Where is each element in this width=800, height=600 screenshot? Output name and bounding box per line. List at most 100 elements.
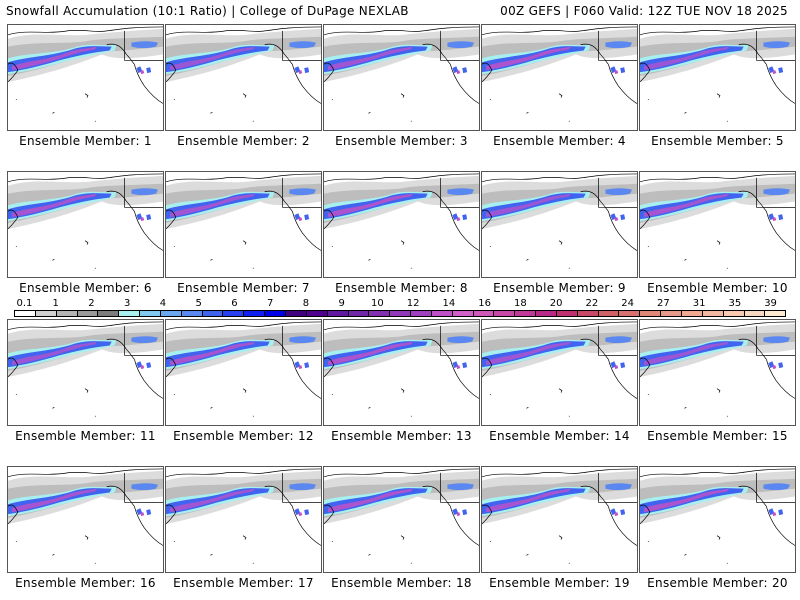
colorbar-tick-label: 18 (514, 298, 527, 309)
colorbar-swatch (411, 311, 432, 316)
colorbar-swatch (536, 311, 557, 316)
ensemble-member-caption: Ensemble Member: 10 (647, 281, 788, 295)
snowfall-map (639, 319, 796, 426)
colorbar-swatch (473, 311, 495, 316)
colorbar-tick-label: 31 (692, 298, 706, 309)
snow-shading (324, 175, 479, 229)
snowfall-map (639, 171, 796, 278)
colorbar-swatch (682, 311, 703, 316)
snowfall-map (7, 466, 164, 573)
ensemble-member-caption: Ensemble Member: 8 (335, 281, 468, 295)
colorbar-swatch (744, 311, 766, 316)
snowfall-map (323, 466, 480, 573)
colorbar-tick-label: 1 (52, 298, 59, 309)
ensemble-member-caption: Ensemble Member: 20 (647, 576, 788, 590)
colorbar-swatch (452, 311, 474, 316)
valid-time-label: 00Z GEFS | F060 Valid: 12Z TUE NOV 18 20… (500, 4, 788, 18)
ensemble-member-caption: Ensemble Member: 1 (19, 134, 152, 148)
colorbar-swatch (202, 311, 224, 316)
ensemble-member-caption: Ensemble Member: 17 (173, 576, 314, 590)
snow-shading (482, 323, 637, 377)
colorbar-swatch (369, 311, 391, 316)
colorbar-tick-label: 0.1 (16, 298, 33, 309)
colorbar-swatch (640, 311, 662, 316)
colorbar-swatch (431, 311, 453, 316)
snowfall-map (323, 171, 480, 278)
colorbar-tick-label: 2 (88, 298, 95, 309)
colorbar-tick-label: 9 (338, 298, 345, 309)
colorbar-swatch (390, 311, 412, 316)
colorbar-tick-label: 39 (764, 298, 777, 309)
coastlines (8, 468, 163, 564)
colorbar-tick-label: 7 (267, 298, 274, 309)
colorbar-tick-label: 10 (371, 298, 384, 309)
coastlines (482, 321, 637, 417)
colorbar-labels: 0.1 1 2 3 4 5 6 7 8 9 10 12 14 16 18 20 22 24 27 31 35 39 (14, 298, 786, 309)
colorbar-tick-label: 5 (195, 298, 202, 309)
colorbar-swatch (577, 311, 599, 316)
snowfall-map (165, 319, 322, 426)
snow-shading (166, 323, 321, 377)
colorbar-tick-label: 8 (302, 298, 310, 309)
ensemble-member-caption: Ensemble Member: 19 (489, 576, 630, 590)
snowfall-map (7, 171, 164, 278)
colorbar-swatch (181, 311, 203, 316)
coastlines (324, 173, 479, 269)
colorbar-swatch (98, 311, 120, 316)
colorbar-tick-label: 16 (478, 298, 491, 309)
coastlines (324, 468, 479, 564)
coastlines (166, 26, 321, 122)
colorbar-swatch (119, 311, 141, 316)
colorbar-swatch (306, 311, 328, 316)
colorbar-swatch (244, 311, 266, 316)
colorbar-swatch (265, 311, 286, 316)
colorbar-bar (14, 310, 786, 317)
ensemble-member-caption: Ensemble Member: 2 (177, 134, 310, 148)
coastlines (8, 173, 163, 269)
colorbar-swatch (327, 311, 349, 316)
coastlines (482, 26, 637, 122)
snowfall-map (481, 319, 638, 426)
colorbar-swatch (77, 311, 99, 316)
coastlines (166, 321, 321, 417)
colorbar-swatch (556, 311, 578, 316)
snow-shading (166, 470, 321, 524)
ensemble-member-caption: Ensemble Member: 16 (15, 576, 156, 590)
colorbar-swatch (285, 311, 307, 316)
coastlines (8, 26, 163, 122)
ensemble-member-caption: Ensemble Member: 15 (647, 429, 788, 443)
coastlines (640, 321, 795, 417)
colorbar-tick-label: 4 (159, 298, 167, 309)
colorbar-swatch (35, 311, 57, 316)
colorbar-swatch (515, 311, 537, 316)
colorbar-tick-label: 35 (728, 298, 742, 309)
snowfall-map (165, 171, 322, 278)
colorbar-swatch (494, 311, 516, 316)
snowfall-map (481, 24, 638, 131)
colorbar-swatch (702, 311, 724, 316)
coastlines (324, 26, 479, 122)
coastlines (640, 468, 795, 564)
colorbar-tick-label: 12 (406, 298, 420, 309)
coastlines (166, 468, 321, 564)
snowfall-map (7, 24, 164, 131)
snow-shading (166, 175, 321, 229)
colorbar-tick-label: 27 (656, 298, 670, 309)
colorbar-swatch (140, 311, 161, 316)
chart-title: Snowfall Accumulation (10:1 Ratio) | Col… (6, 4, 409, 18)
snow-shading (8, 28, 163, 82)
snowfall-map (323, 24, 480, 131)
snow-shading (8, 470, 163, 524)
colorbar-swatch (15, 311, 36, 316)
snowfall-map (165, 466, 322, 573)
colorbar-tick-label: 24 (621, 298, 634, 309)
colorbar-tick-label: 3 (124, 298, 131, 309)
ensemble-member-caption: Ensemble Member: 12 (173, 429, 314, 443)
ensemble-member-caption: Ensemble Member: 9 (493, 281, 626, 295)
snow-shading (324, 470, 479, 524)
colorbar-tick-label: 22 (585, 298, 599, 309)
coastlines (482, 468, 637, 564)
snow-shading (8, 323, 163, 377)
snow-shading (640, 470, 795, 524)
colorbar-swatch (223, 311, 245, 316)
